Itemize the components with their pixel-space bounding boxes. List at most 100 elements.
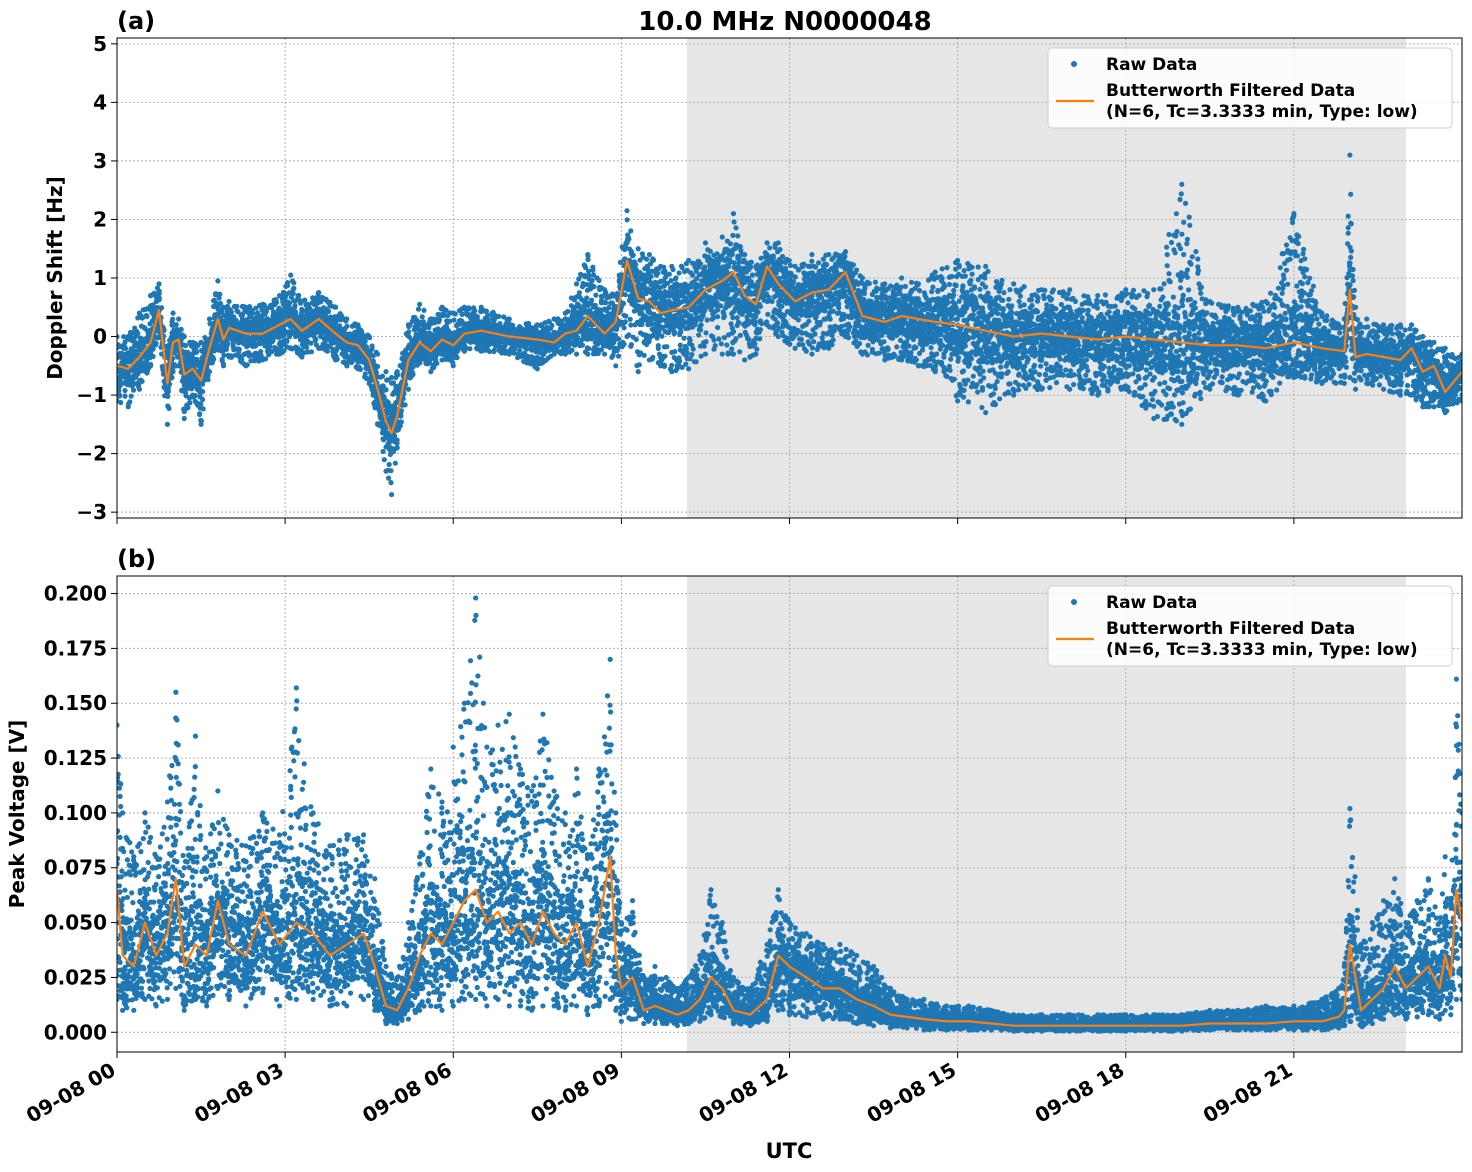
raw-data-point: [228, 309, 234, 315]
raw-data-point: [205, 373, 211, 379]
raw-data-point: [681, 335, 687, 341]
raw-data-point: [308, 349, 315, 355]
raw-data-point: [615, 353, 622, 359]
raw-data-point: [200, 389, 206, 395]
raw-data-point: [623, 313, 629, 319]
raw-data-point: [410, 371, 416, 378]
raw-data-point: [223, 346, 230, 352]
raw-data-point: [715, 314, 721, 320]
raw-data-point: [689, 352, 695, 358]
raw-data-point: [669, 362, 675, 368]
raw-data-point: [258, 349, 264, 355]
raw-data-point: [659, 333, 665, 339]
raw-data-point: [672, 349, 678, 355]
raw-data-point: [596, 277, 602, 283]
raw-data-point: [621, 341, 627, 347]
raw-data-point: [170, 316, 176, 322]
raw-data-point: [716, 336, 722, 342]
raw-data-point: [267, 344, 273, 350]
raw-data-point: [683, 361, 689, 367]
raw-data-point: [590, 267, 596, 273]
raw-data-point: [434, 360, 440, 366]
raw-data-point: [194, 358, 200, 364]
raw-data-point: [296, 292, 302, 299]
raw-data-point: [217, 300, 223, 306]
raw-data-point: [326, 308, 332, 315]
raw-data-point: [687, 337, 693, 343]
raw-data-point: [697, 327, 704, 333]
raw-data-point: [711, 337, 717, 343]
raw-data-point: [593, 292, 599, 298]
raw-data-point: [628, 342, 635, 348]
raw-data-point: [603, 300, 609, 306]
raw-data-point: [606, 305, 612, 311]
raw-data-point: [270, 338, 276, 344]
raw-data-point: [123, 345, 129, 352]
raw-data-point: [650, 257, 657, 263]
raw-data-point: [451, 317, 457, 323]
raw-data-point: [712, 343, 718, 349]
raw-data-point: [386, 475, 392, 481]
raw-data-point: [721, 313, 728, 319]
raw-data-point: [693, 359, 699, 365]
raw-data-point: [436, 317, 442, 323]
raw-data-point: [386, 461, 392, 468]
raw-data-point: [197, 411, 203, 417]
raw-data-point: [292, 298, 298, 304]
raw-data-point: [200, 396, 206, 403]
figure-title: 10.0 MHz N0000048: [638, 7, 931, 37]
raw-data-point: [697, 261, 704, 267]
raw-data-point: [286, 300, 293, 306]
raw-data-point: [159, 305, 165, 311]
raw-data-point: [579, 342, 586, 348]
raw-data-series: [117, 152, 1462, 498]
raw-data-point: [718, 303, 724, 309]
raw-data-point: [293, 310, 299, 316]
raw-data-point: [684, 350, 690, 356]
raw-data-point: [584, 295, 590, 301]
raw-data-point: [549, 322, 555, 329]
raw-data-point: [379, 373, 386, 379]
raw-data-point: [622, 292, 628, 298]
raw-data-point: [707, 248, 713, 254]
raw-data-point: [398, 413, 404, 419]
raw-data-point: [274, 299, 280, 305]
raw-data-point: [381, 457, 387, 463]
raw-data-point: [383, 387, 389, 393]
raw-data-point: [615, 336, 622, 342]
raw-data-point: [217, 291, 223, 297]
raw-data-point: [496, 313, 502, 319]
raw-data-point: [677, 342, 683, 348]
raw-data-point: [281, 348, 287, 354]
raw-data-point: [589, 277, 595, 283]
raw-data-point: [421, 307, 427, 313]
raw-data-point: [130, 387, 137, 393]
raw-data-point: [454, 355, 460, 361]
raw-data-point: [702, 264, 708, 270]
raw-data-point: [406, 329, 412, 335]
raw-data-point: [292, 303, 298, 309]
raw-data-point: [622, 319, 628, 325]
raw-data-point: [362, 338, 368, 344]
raw-data-point: [655, 343, 661, 349]
raw-data-point: [392, 460, 398, 466]
raw-data-point: [621, 325, 627, 331]
raw-data-point: [236, 346, 242, 352]
raw-data-point: [318, 299, 324, 305]
raw-data-point: [156, 288, 162, 294]
raw-data-point: [200, 406, 206, 412]
raw-data-point: [698, 322, 704, 328]
raw-data-point: [388, 480, 394, 486]
raw-data-point: [648, 273, 654, 279]
raw-data-point: [715, 307, 721, 313]
raw-data-point: [128, 393, 134, 399]
raw-data-point: [178, 326, 184, 332]
raw-data-point: [187, 400, 193, 406]
raw-data-point: [235, 309, 241, 315]
raw-data-point: [718, 341, 724, 347]
raw-data-point: [586, 345, 592, 352]
raw-data-point: [662, 353, 668, 359]
raw-data-point: [234, 303, 240, 309]
